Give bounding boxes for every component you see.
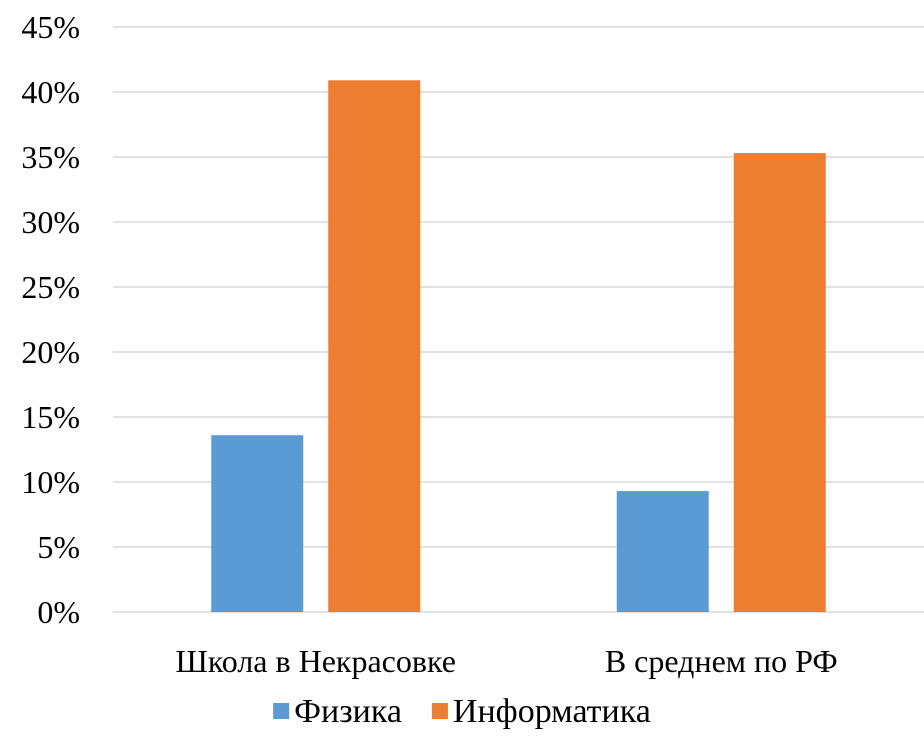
y-tick-label: 25% [21, 269, 80, 305]
y-axis-tick-labels: 0% 5% 10% 15% 20% 25% 30% 35% 40% 45% [21, 9, 80, 630]
legend-label: Физика [294, 693, 402, 730]
bars [211, 80, 826, 613]
bar-informatika [733, 153, 826, 612]
y-tick-label: 0% [37, 594, 80, 630]
legend-swatch [431, 703, 448, 719]
x-category-label: Школа в Некрасовке [176, 643, 456, 679]
bar-informatika [328, 80, 421, 613]
y-tick-label: 35% [21, 139, 80, 175]
y-tick-label: 30% [21, 204, 80, 240]
legend-swatch [273, 703, 290, 719]
y-tick-label: 10% [21, 464, 80, 500]
y-tick-label: 45% [21, 9, 80, 45]
y-tick-label: 15% [21, 399, 80, 435]
legend: Физика Информатика [273, 693, 651, 730]
y-tick-label: 40% [21, 74, 80, 110]
bar-fizika [616, 491, 709, 612]
y-tick-label: 5% [37, 529, 80, 565]
bar-fizika [211, 435, 304, 612]
y-tick-label: 20% [21, 334, 80, 370]
x-axis-category-labels: Школа в Некрасовке В среднем по РФ [176, 643, 838, 679]
x-category-label: В среднем по РФ [605, 643, 838, 679]
legend-label: Информатика [453, 693, 651, 730]
